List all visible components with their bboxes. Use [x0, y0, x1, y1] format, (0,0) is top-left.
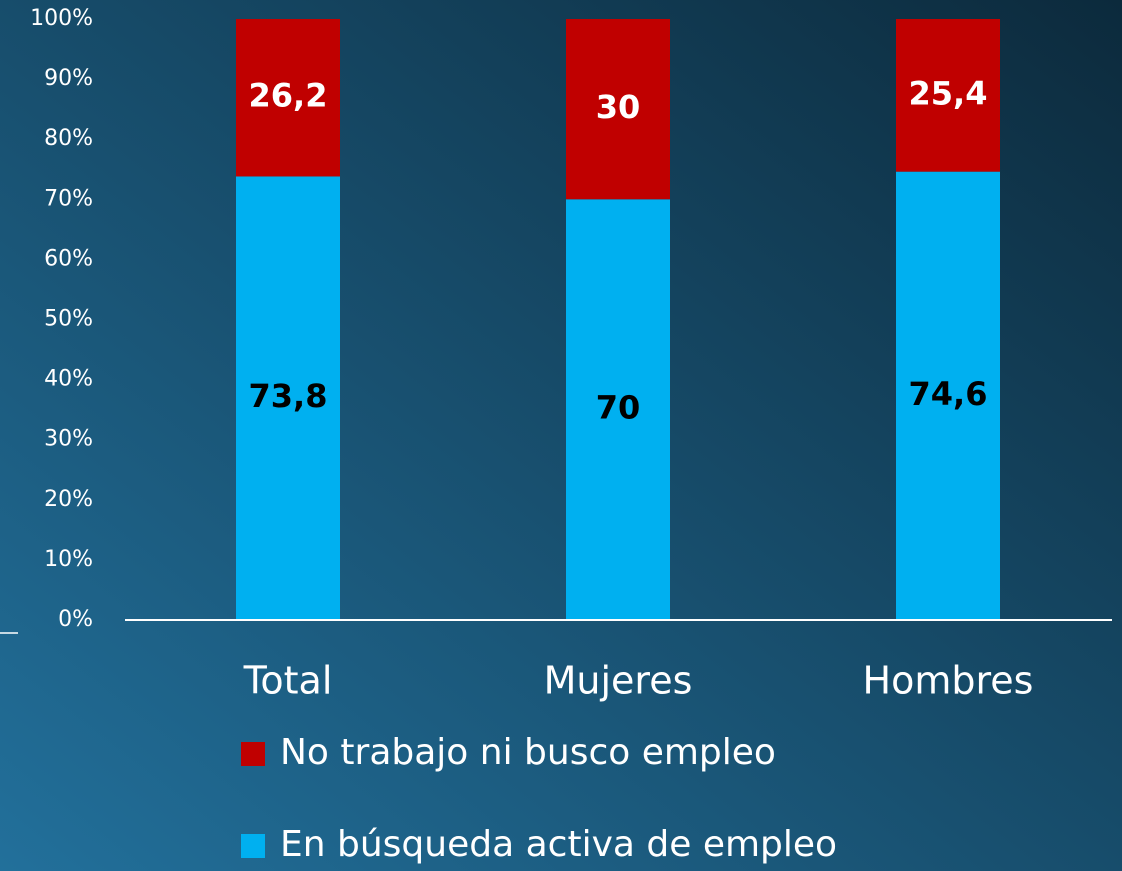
legend-swatch	[241, 834, 265, 858]
value-label: 73,8	[249, 377, 328, 415]
x-tick-label: Hombres	[863, 659, 1034, 703]
y-tick-label: 50%	[44, 307, 93, 332]
bar-segment	[566, 19, 670, 200]
y-tick-label: 20%	[44, 487, 93, 512]
bar-segment	[236, 176, 340, 620]
bar-segment	[896, 171, 1000, 621]
y-tick-label: 30%	[44, 427, 93, 452]
bar-segment	[896, 19, 1000, 172]
value-label: 25,4	[909, 74, 988, 112]
y-tick-label: 70%	[44, 186, 93, 211]
value-label: 70	[596, 389, 641, 427]
y-tick-label: 90%	[44, 66, 93, 91]
y-tick-label: 40%	[44, 367, 93, 392]
bar-segment	[566, 199, 670, 621]
legend-swatch	[241, 742, 265, 766]
value-label: 30	[596, 88, 641, 126]
legend-label: No trabajo ni busco empleo	[280, 732, 776, 773]
x-tick-label: Total	[243, 659, 333, 703]
x-tick-label: Mujeres	[544, 659, 693, 703]
value-label: 26,2	[249, 77, 328, 115]
y-tick-label: 10%	[44, 547, 93, 572]
y-tick-label: 100%	[30, 6, 93, 31]
bar-segment	[236, 19, 340, 177]
value-label: 74,6	[909, 375, 988, 413]
legend-label: En búsqueda activa de empleo	[280, 824, 837, 865]
y-tick-label: 0%	[58, 607, 93, 632]
y-tick-label: 60%	[44, 246, 93, 271]
y-tick-label: 80%	[44, 126, 93, 151]
